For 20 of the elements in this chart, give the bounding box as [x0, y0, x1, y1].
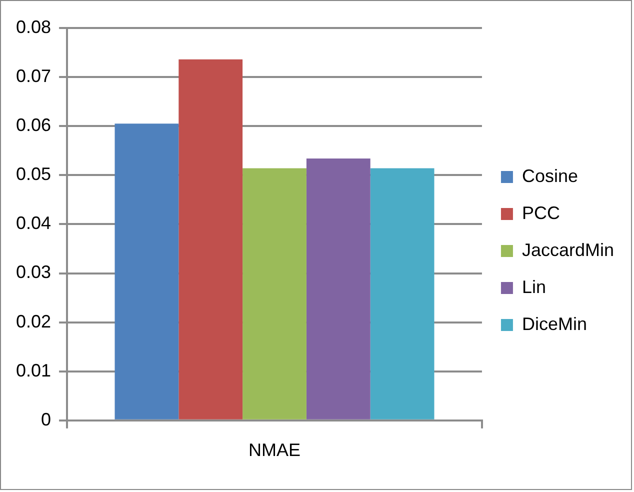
- y-tick-label: 0.03: [16, 262, 52, 282]
- y-tick-label: 0: [41, 409, 52, 430]
- bar: [370, 168, 434, 420]
- bar: [178, 59, 243, 420]
- bar: [114, 124, 179, 420]
- legend-label: JaccardMin: [522, 240, 614, 260]
- legend-label: Lin: [522, 276, 546, 297]
- y-tick-label: 0.06: [16, 115, 52, 136]
- y-tick-label: 0.08: [16, 16, 52, 37]
- x-tick-label: NMAE: [248, 440, 301, 460]
- legend-label: Cosine: [522, 166, 578, 186]
- bar: [242, 168, 306, 420]
- y-tick-label: 0.02: [16, 311, 52, 332]
- y-tick-label: 0.05: [16, 164, 52, 184]
- y-tick-label: 0.07: [16, 66, 52, 86]
- y-tick-label: 0.04: [16, 213, 52, 234]
- y-tick-label: 0.01: [16, 360, 52, 380]
- bar: [306, 158, 370, 420]
- legend-label: DiceMin: [522, 314, 587, 334]
- legend-label: PCC: [522, 202, 560, 223]
